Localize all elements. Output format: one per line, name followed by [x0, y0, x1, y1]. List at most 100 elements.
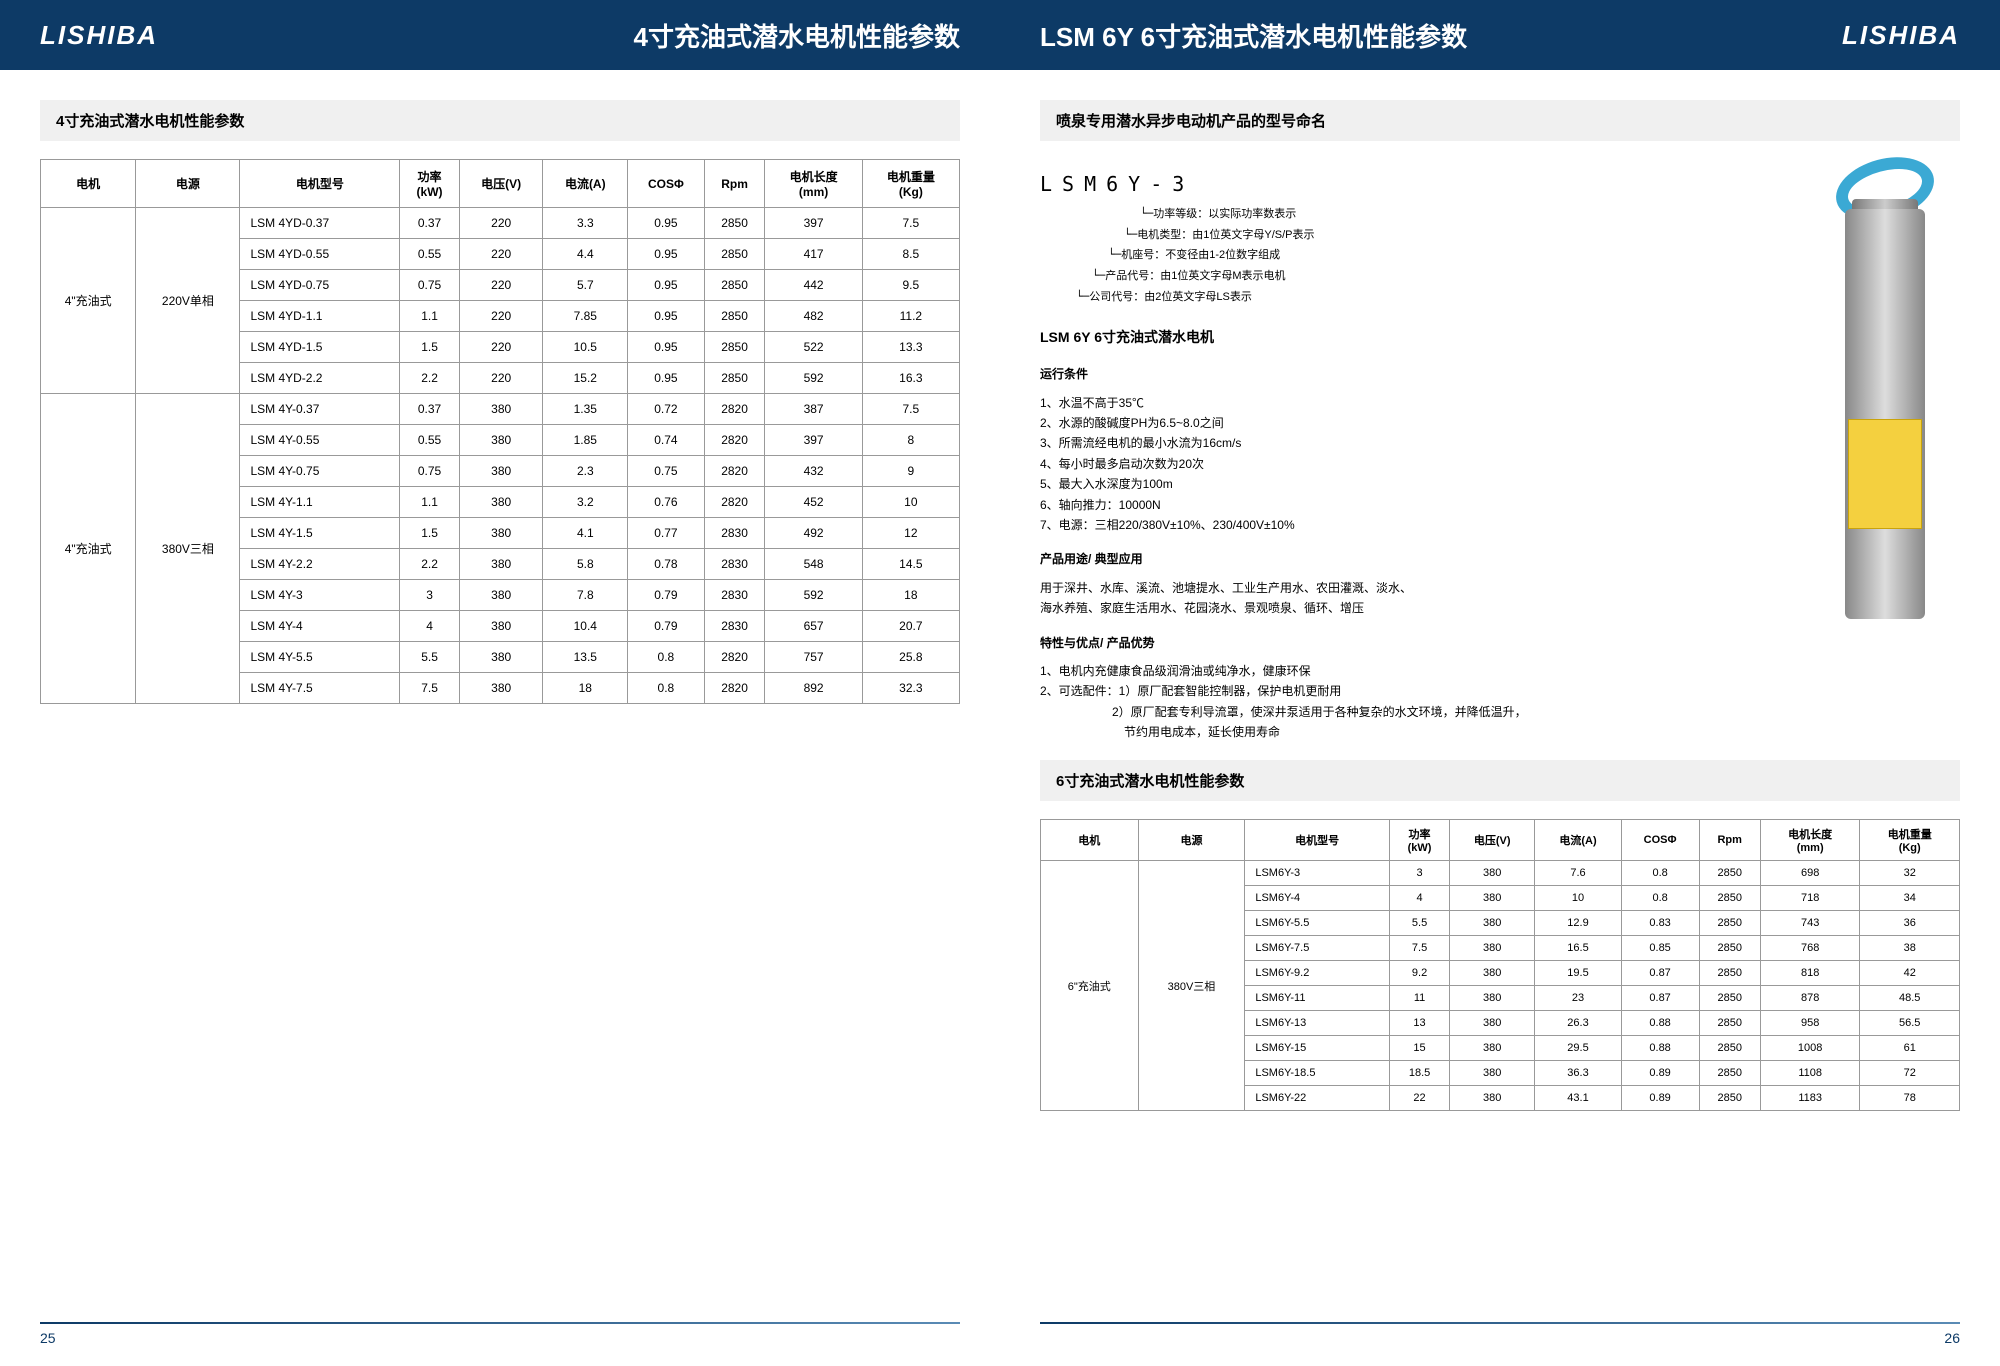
table-cell: 380 [459, 518, 543, 549]
table-cell: 36 [1860, 911, 1960, 936]
table-cell: 61 [1860, 1036, 1960, 1061]
table-cell: LSM 4Y-0.37 [240, 394, 400, 425]
table-cell: 0.55 [400, 425, 460, 456]
page-divider-line [40, 1322, 960, 1324]
table-cell: 1.5 [400, 332, 460, 363]
condition-item: 5、最大入水深度为100m [1040, 474, 1790, 494]
table-cell: 417 [765, 239, 862, 270]
table-cell: LSM6Y-18.5 [1245, 1061, 1390, 1086]
table-cell: 20.7 [862, 611, 959, 642]
table-cell: 18.5 [1389, 1061, 1449, 1086]
table-cell: LSM 4Y-3 [240, 580, 400, 611]
table-cell: 2850 [1699, 936, 1760, 961]
table-header-cell: 电流(A) [1535, 820, 1621, 861]
table-cell: 11 [1389, 986, 1449, 1011]
advantages-list: 1、电机内充健康食品级润滑油或纯净水，健康环保2、可选配件：1）原厂配套智能控制… [1040, 661, 1790, 743]
table-cell: 10.4 [543, 611, 628, 642]
table-cell: 2.2 [400, 549, 460, 580]
conditions-list: 1、水温不高于35℃2、水源的酸碱度PH为6.5~8.0之间3、所需流经电机的最… [1040, 393, 1790, 536]
table-cell: 0.75 [628, 456, 704, 487]
table-cell: 592 [765, 363, 862, 394]
table-cell: 4 [400, 611, 460, 642]
table-cell: 8 [862, 425, 959, 456]
naming-item: └─ 公司代号：由2位英文字母LS表示 [1076, 288, 1790, 307]
table-cell: 10.5 [543, 332, 628, 363]
table-cell: LSM 4YD-0.37 [240, 208, 400, 239]
table-cell: 1008 [1760, 1036, 1860, 1061]
table-cell: 380 [459, 673, 543, 704]
table-cell: 522 [765, 332, 862, 363]
table-cell: LSM6Y-7.5 [1245, 936, 1390, 961]
table-header-cell: COSΦ [628, 160, 704, 208]
table-cell: 2850 [1699, 861, 1760, 886]
table-cell: 38 [1860, 936, 1960, 961]
table-cell: 718 [1760, 886, 1860, 911]
table-cell: 0.78 [628, 549, 704, 580]
table-cell: 2820 [704, 425, 765, 456]
table-header-cell: Rpm [704, 160, 765, 208]
left-page: LISHIBA 4寸充油式潜水电机性能参数 4寸充油式潜水电机性能参数 电机电源… [0, 0, 1000, 1366]
conditions-title: 运行条件 [1040, 364, 1790, 384]
table-cell: 482 [765, 301, 862, 332]
table-cell: 9.5 [862, 270, 959, 301]
table-cell: LSM 4Y-0.55 [240, 425, 400, 456]
table-cell: 380 [459, 611, 543, 642]
left-section-title: 4寸充油式潜水电机性能参数 [40, 100, 960, 141]
table-cell: 0.8 [1621, 861, 1699, 886]
table-cell: LSM 4YD-2.2 [240, 363, 400, 394]
table-cell: 19.5 [1535, 961, 1621, 986]
table-row: 6"充油式380V三相LSM6Y-333807.60.8285069832 [1041, 861, 1960, 886]
table-cell: 878 [1760, 986, 1860, 1011]
table-cell: 2850 [1699, 886, 1760, 911]
table-cell: 4.4 [543, 239, 628, 270]
table-cell: 15 [1389, 1036, 1449, 1061]
table-cell: 3.2 [543, 487, 628, 518]
right-header-title: LSM 6Y 6寸充油式潜水电机性能参数 [1040, 17, 1467, 54]
table-cell: 380 [459, 580, 543, 611]
table-header-cell: 电机重量 (Kg) [862, 160, 959, 208]
table-cell: 2820 [704, 673, 765, 704]
table-cell: 2850 [1699, 986, 1760, 1011]
table-cell: 5.5 [400, 642, 460, 673]
motor-type-cell: 6"充油式 [1041, 861, 1139, 1111]
power-source-cell: 380V三相 [1138, 861, 1245, 1111]
table-cell: 4 [1389, 886, 1449, 911]
table-cell: 1.85 [543, 425, 628, 456]
table-cell: 818 [1760, 961, 1860, 986]
table-cell: 492 [765, 518, 862, 549]
table-cell: 2830 [704, 611, 765, 642]
table-cell: 698 [1760, 861, 1860, 886]
table-cell: 23 [1535, 986, 1621, 1011]
table-cell: LSM6Y-4 [1245, 886, 1390, 911]
page-divider-line-right [1040, 1322, 1960, 1324]
table-header-cell: Rpm [1699, 820, 1760, 861]
table-cell: 11.2 [862, 301, 959, 332]
naming-code: LSM6Y-3 [1040, 167, 1790, 201]
table-cell: 2.3 [543, 456, 628, 487]
table-header-cell: 电机长度 (mm) [1760, 820, 1860, 861]
product-name: LSM 6Y 6寸充油式潜水电机 [1040, 326, 1790, 350]
table-cell: 397 [765, 425, 862, 456]
brand-logo: LISHIBA [40, 20, 158, 51]
table-cell: 0.87 [1621, 986, 1699, 1011]
table-cell: 220 [459, 301, 543, 332]
table-cell: 2850 [704, 301, 765, 332]
table-cell: 380 [1450, 1036, 1535, 1061]
naming-diagram: LSM6Y-3 └─ 功率等级：以实际功率数表示└─ 电机类型：由1位英文字母Y… [1040, 167, 1790, 306]
table-cell: LSM6Y-5.5 [1245, 911, 1390, 936]
motor-type-cell: 4"充油式 [41, 394, 136, 704]
condition-item: 4、每小时最多启动次数为20次 [1040, 454, 1790, 474]
table-cell: 2820 [704, 456, 765, 487]
table-header-cell: 功率 (kW) [1389, 820, 1449, 861]
table-cell: 9 [862, 456, 959, 487]
condition-item: 6、轴向推力：10000N [1040, 495, 1790, 515]
table-cell: 0.95 [628, 332, 704, 363]
table-cell: 2820 [704, 394, 765, 425]
power-source-cell: 220V单相 [136, 208, 240, 394]
table-cell: 380 [459, 425, 543, 456]
table-cell: LSM 4YD-1.1 [240, 301, 400, 332]
table-cell: 15.2 [543, 363, 628, 394]
table-cell: 2850 [1699, 1036, 1760, 1061]
table-cell: 22 [1389, 1086, 1449, 1111]
table-cell: 32.3 [862, 673, 959, 704]
